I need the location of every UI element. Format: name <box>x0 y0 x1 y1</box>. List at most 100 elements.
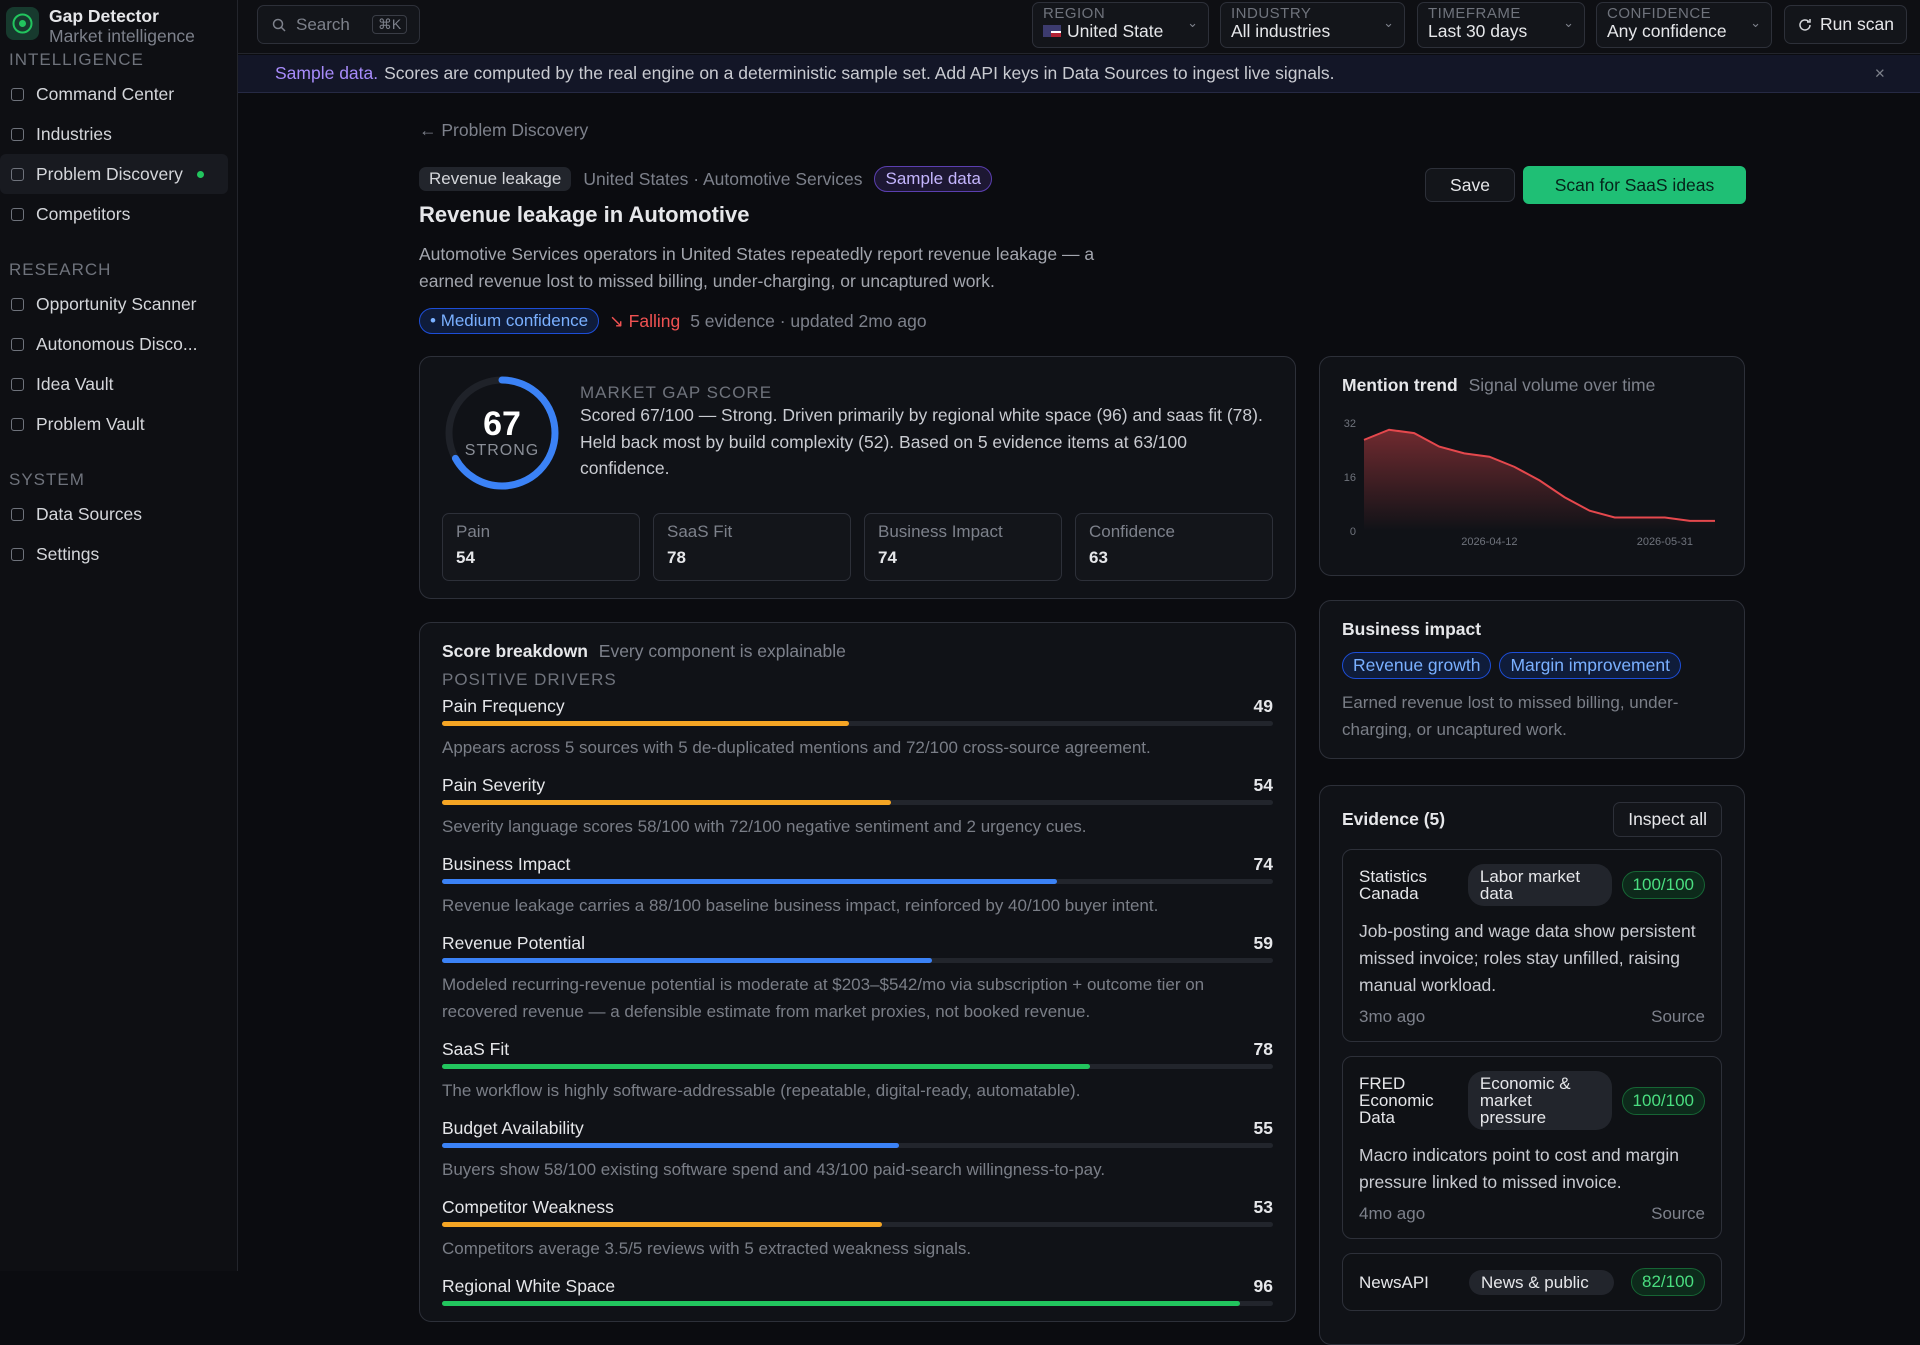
trend-title: Mention trend <box>1342 375 1458 395</box>
filter[interactable]: CONFIDENCE Any confidence ⌄ <box>1596 2 1772 48</box>
nav-label: Problem Discovery <box>36 163 183 184</box>
evidence-item[interactable]: FRED Economic Data Economic & market pres… <box>1342 1056 1722 1239</box>
breakdown-title: Score breakdown <box>442 641 588 661</box>
nav-icon <box>11 87 24 101</box>
score-heading: MARKET GAP SCORE <box>580 383 773 402</box>
breakdown-note: The workflow is highly software-addressa… <box>442 1081 1081 1100</box>
breakdown-note: Competitors average 3.5/5 reviews with 5… <box>442 1239 972 1258</box>
filter-value-row: Last 30 days <box>1428 21 1574 41</box>
evidence-item[interactable]: NewsAPI News & public 82/100 <box>1342 1253 1722 1311</box>
ring-arc <box>445 376 559 490</box>
trend-subtitle: Signal volume over time <box>1468 375 1656 395</box>
filter-value: Last 30 days <box>1428 21 1528 41</box>
nav-icon <box>11 377 24 391</box>
nav-label: Industries <box>36 123 112 144</box>
banner-close[interactable]: × <box>1874 63 1885 83</box>
breakdown-item: SaaS Fit 78 The workflow is highly softwar… <box>442 1039 1273 1104</box>
bar-track <box>442 800 1273 805</box>
search-icon <box>272 18 286 32</box>
breakdown-item: Budget Availability 55 Buyers show 58/100 … <box>442 1118 1273 1183</box>
nav-icon <box>11 127 24 141</box>
nav-section: SYSTEM <box>9 470 85 489</box>
breakdown-name: Budget Availability <box>442 1118 584 1138</box>
nav-item[interactable]: Data Sources <box>0 494 228 534</box>
nav-item[interactable]: Autonomous Disco... <box>0 324 228 364</box>
metric: Pain 54 <box>442 513 640 581</box>
score-value: 67 <box>483 405 521 443</box>
breakdown-value: 54 <box>1253 775 1273 795</box>
shortcut: ⌘K <box>371 15 408 34</box>
sidebar: Gap Detector Market intelligence INTELLI… <box>0 0 238 1271</box>
bar-track <box>442 1143 1273 1148</box>
nav-item[interactable]: Competitors <box>0 194 228 234</box>
evidence-link[interactable]: Source <box>1651 1007 1705 1026</box>
sample-banner: Sample data. Scores are computed by the … <box>238 55 1920 93</box>
bar-track <box>442 879 1273 884</box>
run-scan-label: Run scan <box>1820 14 1894 34</box>
filter-label: REGION <box>1043 5 1106 22</box>
nav-item[interactable]: Idea Vault <box>0 364 228 404</box>
metric: Confidence 63 <box>1075 513 1273 581</box>
breakdown-value: 55 <box>1253 1118 1273 1138</box>
breakdown-item: Competitor Weakness 53 Competitors average… <box>442 1197 1273 1262</box>
inspect-button[interactable]: Inspect all <box>1613 802 1722 837</box>
breakdown-row: Pain Severity 54 <box>442 775 1273 797</box>
nav-icon <box>11 547 24 561</box>
filter-label: INDUSTRY <box>1231 5 1312 22</box>
nav-item[interactable]: Opportunity Scanner <box>0 284 228 324</box>
filter-value-row: Any confidence <box>1607 21 1761 41</box>
trend-card: Mention trend Signal volume over time 0 1… <box>1319 356 1745 576</box>
nav-label: Opportunity Scanner <box>36 293 197 314</box>
evidence-item[interactable]: Statistics Canada Labor market data 100/10… <box>1342 849 1722 1042</box>
filter[interactable]: INDUSTRY All industries ⌄ <box>1220 2 1405 48</box>
bar-track <box>442 721 1273 726</box>
breakdown-name: Regional White Space <box>442 1276 616 1296</box>
search[interactable]: Search ⌘K <box>257 5 420 44</box>
filter[interactable]: TIMEFRAME Last 30 days ⌄ <box>1417 2 1585 48</box>
status-row: • Medium confidence ↘ Falling 5 evidence… <box>419 308 927 334</box>
nav-icon <box>11 507 24 521</box>
impact-text: Earned revenue lost to missed billing, u… <box>1342 693 1679 739</box>
nav-item[interactable]: Settings <box>0 534 228 574</box>
inspect-label: Inspect all <box>1628 809 1707 829</box>
save-label: Save <box>1450 174 1490 195</box>
banner-strong: Sample data. <box>275 63 379 83</box>
breakdown-note: Modeled recurring-revenue potential is m… <box>442 975 1205 1021</box>
status-meta: 5 evidence · updated 2mo ago <box>690 310 927 331</box>
save-button[interactable]: Save <box>1425 168 1515 202</box>
nav-item[interactable]: Problem Discovery <box>0 154 228 194</box>
nav-label: Competitors <box>36 203 131 224</box>
evidence-head: Statistics Canada Labor market data 100/10… <box>1359 864 1705 906</box>
breakdown-value: 74 <box>1253 854 1273 874</box>
filter[interactable]: REGION United State ⌄ <box>1032 2 1209 48</box>
nav-item[interactable]: Command Center <box>0 74 228 114</box>
bar <box>442 958 933 963</box>
nav-label: Data Sources <box>36 503 143 524</box>
scan-button[interactable]: Scan for SaaS ideas <box>1523 166 1746 204</box>
filter-value-row: United State <box>1043 21 1198 41</box>
breakdown-name: SaaS Fit <box>442 1039 510 1059</box>
nav-icon <box>11 337 24 351</box>
nav-item[interactable]: Industries <box>0 114 228 154</box>
breakdown-row: Business Impact 74 <box>442 854 1273 876</box>
trend-badge: ↘ Falling <box>609 310 681 331</box>
breadcrumb-label: Problem Discovery <box>441 120 589 140</box>
nav-item[interactable]: Problem Vault <box>0 404 228 444</box>
nav-label: Autonomous Disco... <box>36 333 198 354</box>
active-dot <box>196 170 204 178</box>
impact-tag: Margin improvement <box>1499 652 1681 679</box>
metric-label: SaaS Fit <box>667 522 733 541</box>
impact-card: Business impact Revenue growth Margin imp… <box>1319 600 1745 759</box>
impact-tag: Revenue growth <box>1342 652 1492 679</box>
evidence-link[interactable]: Source <box>1651 1204 1705 1223</box>
filter-label: CONFIDENCE <box>1607 5 1712 22</box>
run-scan-button[interactable]: Run scan <box>1784 5 1907 44</box>
x-tick-label: 2026-04-12 <box>1461 536 1517 548</box>
breadcrumb[interactable]: ← Problem Discovery <box>419 120 589 140</box>
nav-icon <box>11 167 24 181</box>
category-tag: Revenue leakage <box>419 167 572 191</box>
nav-label: Idea Vault <box>36 373 114 394</box>
logo-icon <box>12 13 33 34</box>
